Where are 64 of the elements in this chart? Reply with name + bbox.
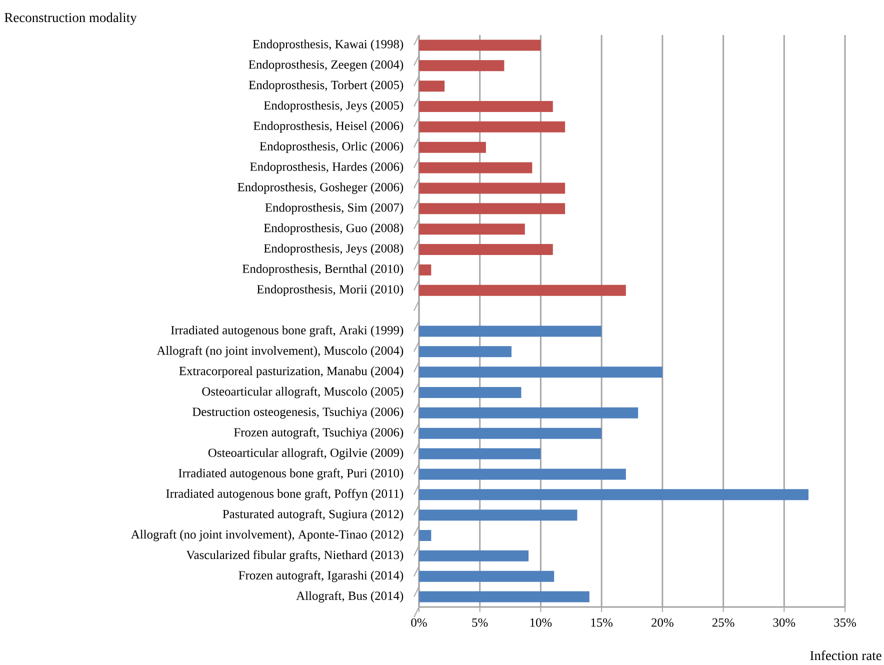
bar: [419, 244, 553, 256]
y-tick-label: Osteoarticular allograft, Muscolo (2005): [202, 386, 404, 398]
bar: [419, 346, 512, 358]
y-tick-label: Irradiated autogenous bone graft, Puri (2010): [178, 468, 404, 480]
bar: [419, 510, 578, 521]
y-tick-label: Pasturated autograft, Sugiura (2012): [222, 509, 404, 521]
y-tick-label: Vascularized fibular grafts, Niethard (2013): [186, 550, 404, 562]
y-tick-label: Endoprosthesis, Morii (2010): [257, 284, 404, 296]
bar: [419, 591, 590, 602]
bar: [419, 326, 602, 337]
y-tick-label: Extracorporeal pasturization, Manabu (2004): [179, 366, 404, 378]
y-tick-label: Allograft, Bus (2014): [296, 591, 404, 603]
x-tick-label: 20%: [652, 618, 674, 627]
y-tick-label: Irradiated autogenous bone graft, Poffyn (2011): [166, 488, 404, 500]
y-tick-label: Endoprosthesis, Zeegen (2004): [248, 60, 404, 72]
y-tick-label: Irradiated autogenous bone graft, Araki (1999): [171, 325, 404, 337]
y-axis-title: Reconstruction modality: [4, 12, 137, 25]
y-tick-label: Endoprosthesis, Guo (2008): [264, 223, 404, 235]
y-tick-label: Endoprosthesis, Jeys (2005): [264, 100, 404, 112]
y-tick-label: Endoprosthesis, Orlic (2006): [260, 142, 404, 154]
bar: [419, 224, 525, 235]
bar: [419, 387, 522, 398]
x-tick-label: 25%: [712, 618, 734, 627]
x-tick-label: 0%: [411, 618, 427, 627]
bar: [419, 550, 529, 562]
y-tick-label: Endoprosthesis, Hardes (2006): [250, 162, 404, 174]
bar: [419, 80, 445, 92]
bar: [419, 60, 504, 72]
y-tick-label: Allograft (no joint involvement), Aponte-Tinao (2012): [130, 530, 404, 542]
bar: [419, 264, 432, 276]
x-tick-label: 15%: [591, 618, 613, 627]
y-tick-label: Endoprosthesis, Torbert (2005): [248, 80, 404, 92]
bar: [419, 530, 432, 542]
y-tick-label: Endoprosthesis, Gosheger (2006): [238, 182, 404, 194]
bar: [419, 407, 638, 418]
bar: [419, 142, 486, 153]
y-tick-label: Allograft (no joint involvement), Muscolo (2004): [156, 346, 404, 358]
x-tick-label: 35%: [834, 618, 856, 627]
bar: [419, 121, 566, 132]
bar: [419, 162, 532, 174]
y-tick-label: Endoprosthesis, Bernthal (2010): [242, 264, 404, 276]
y-tick-label: Frozen autograft, Tsuchiya (2006): [234, 428, 404, 440]
x-tick-label: 5%: [472, 618, 488, 627]
bar: [419, 428, 602, 439]
y-tick-label: Endoprosthesis, Jeys (2008): [264, 244, 404, 256]
bar: [419, 448, 541, 460]
y-tick-label: Endoprosthesis, Kawai (1998): [252, 40, 404, 51]
x-axis-title: Infection rate: [810, 650, 882, 660]
bar: [419, 468, 626, 480]
bar: [419, 489, 808, 500]
x-tick-label: 30%: [773, 618, 796, 627]
bar: [419, 101, 553, 112]
y-tick-label: Destruction osteogenesis, Tsuchiya (2006): [192, 407, 404, 419]
bar: [419, 203, 566, 214]
bar: [419, 366, 662, 378]
x-tick-label: 10%: [530, 618, 552, 627]
bar: [419, 182, 566, 194]
y-tick-label: Endoprosthesis, Sim (2007): [265, 203, 404, 214]
y-tick-label: Osteoarticular allograft, Ogilvie (2009): [208, 448, 404, 460]
y-tick-label: Frozen autograft, Igarashi (2014): [238, 570, 404, 582]
bar: [419, 284, 626, 296]
bar: [419, 570, 554, 582]
bar: [419, 40, 541, 51]
y-tick-label: Endoprosthesis, Heisel (2006): [254, 121, 404, 133]
